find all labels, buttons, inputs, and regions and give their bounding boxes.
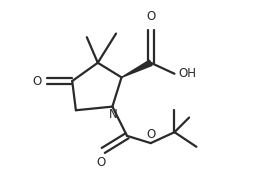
Text: O: O [146,10,155,23]
Text: O: O [97,156,106,169]
Text: OH: OH [178,67,196,80]
Polygon shape [121,60,152,77]
Text: N: N [109,107,118,121]
Text: O: O [146,128,155,141]
Text: O: O [32,75,41,88]
